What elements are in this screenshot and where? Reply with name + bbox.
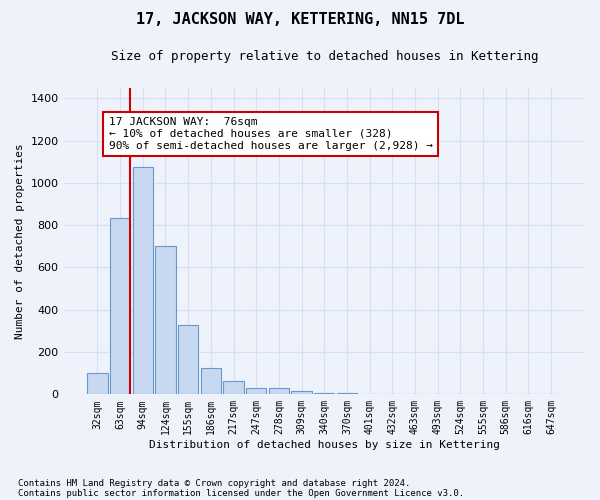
Bar [200,368,221,394]
Title: Size of property relative to detached houses in Kettering: Size of property relative to detached ho… [110,50,538,63]
Y-axis label: Number of detached properties: Number of detached properties [15,143,25,339]
Bar [269,388,289,394]
Bar [223,380,244,394]
Text: 17, JACKSON WAY, KETTERING, NN15 7DL: 17, JACKSON WAY, KETTERING, NN15 7DL [136,12,464,28]
Bar [178,324,199,394]
Bar [292,390,312,394]
Bar [246,388,266,394]
Text: 17 JACKSON WAY:  76sqm
← 10% of detached houses are smaller (328)
90% of semi-de: 17 JACKSON WAY: 76sqm ← 10% of detached … [109,118,433,150]
Bar [133,167,153,394]
Text: Contains HM Land Registry data © Crown copyright and database right 2024.: Contains HM Land Registry data © Crown c… [18,478,410,488]
Bar [110,218,130,394]
Bar [87,373,107,394]
Text: Contains public sector information licensed under the Open Government Licence v3: Contains public sector information licen… [18,490,464,498]
Bar [155,246,176,394]
X-axis label: Distribution of detached houses by size in Kettering: Distribution of detached houses by size … [149,440,500,450]
Bar [314,392,334,394]
